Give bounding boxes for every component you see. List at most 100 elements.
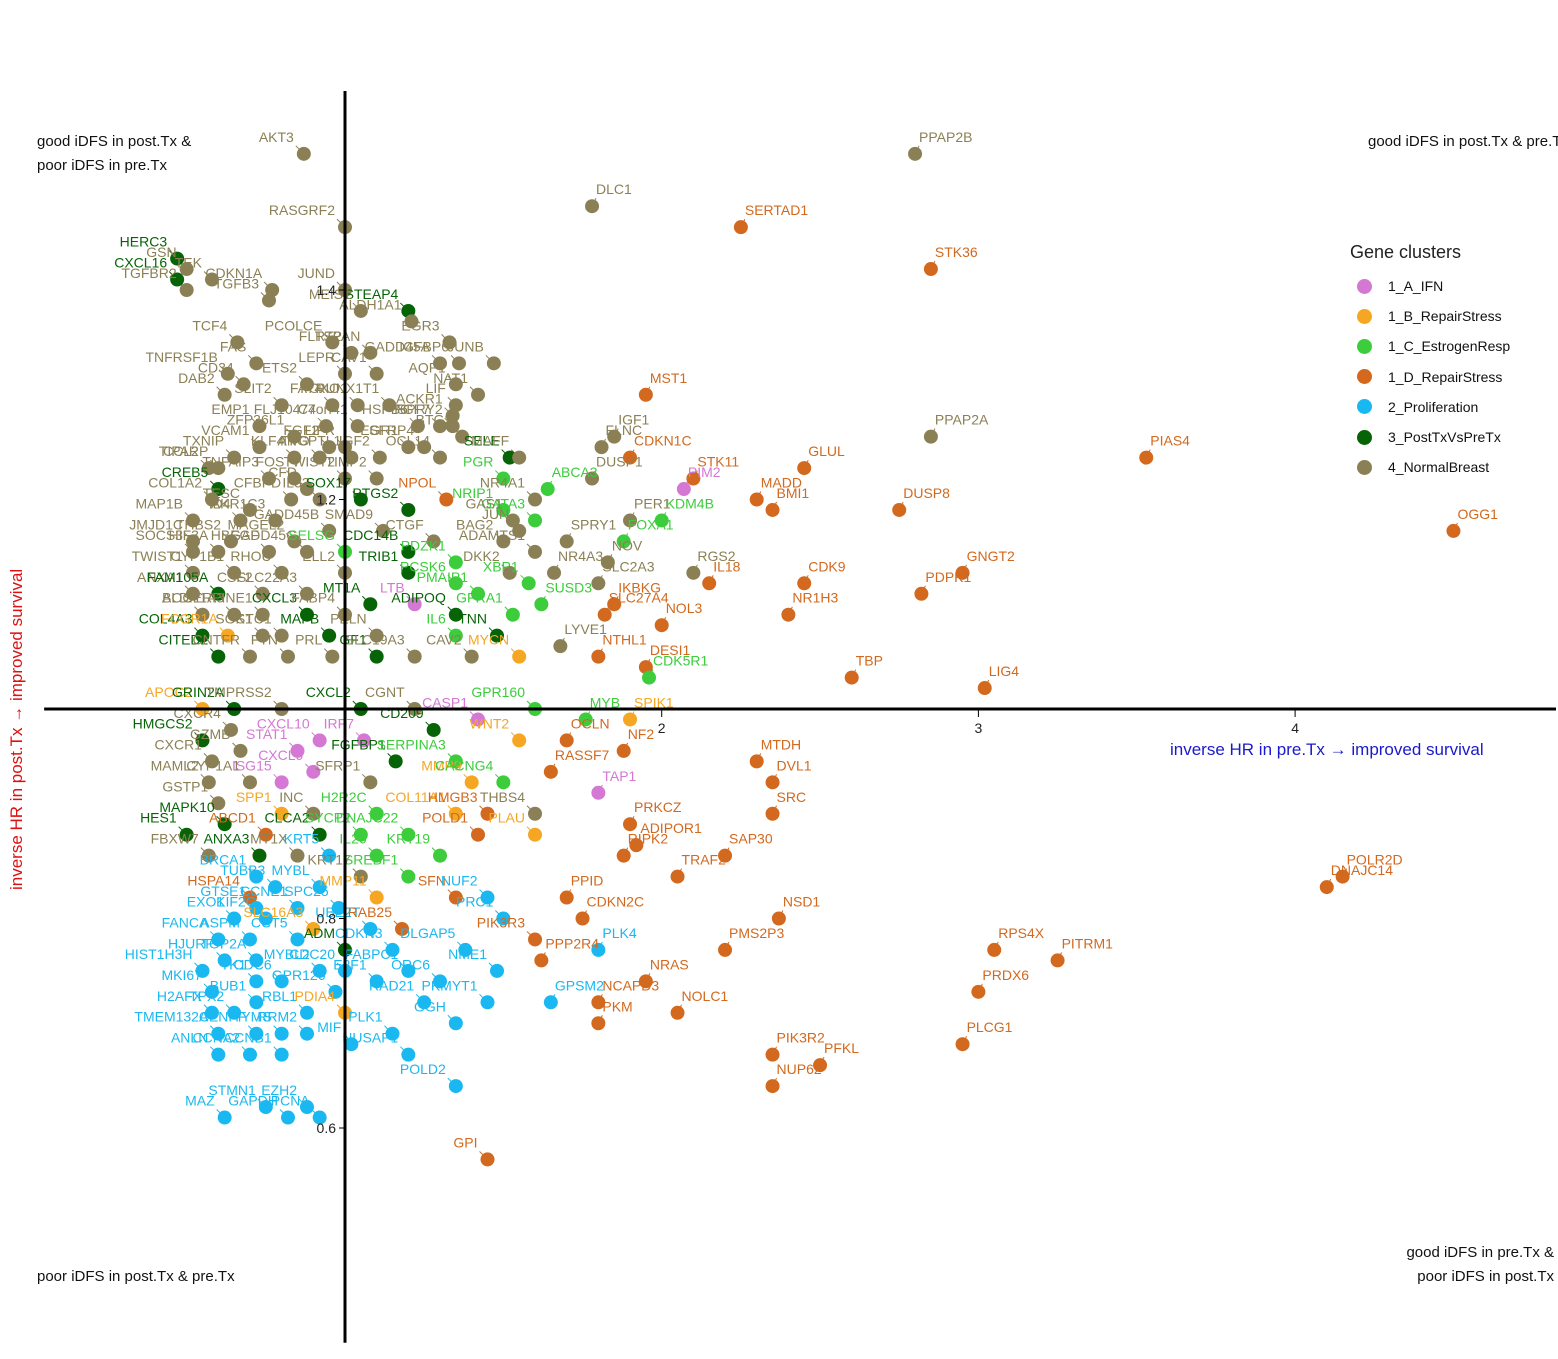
data-point [268, 513, 283, 528]
data-point [490, 963, 505, 978]
data-point [261, 544, 276, 559]
data-point [274, 565, 289, 580]
data-point [442, 335, 457, 350]
data-point [296, 146, 311, 161]
data-point [255, 586, 270, 601]
y-tick-label: 0.8 [317, 911, 337, 927]
data-point [439, 492, 454, 507]
data-label: CENPF [199, 1009, 246, 1025]
data-point [797, 461, 812, 476]
data-label: MMP9 [421, 757, 462, 773]
data-label: ID4 [209, 495, 231, 511]
data-point [299, 377, 314, 392]
data-label: MYCN [468, 632, 509, 648]
data-point [227, 607, 242, 622]
data-label: TK1 [221, 956, 247, 972]
data-label: PCNA [271, 1093, 311, 1109]
data-point [585, 471, 600, 486]
data-point [220, 628, 235, 643]
data-label: H2AFX [157, 988, 203, 1004]
data-label: DUSP8 [903, 485, 950, 501]
data-label: SFRP1 [315, 757, 360, 773]
data-label: CCNB1 [224, 1030, 272, 1046]
data-point [638, 974, 653, 989]
data-point [534, 597, 549, 612]
y-tick-label: 0.6 [317, 1120, 337, 1136]
data-label: PLAU [488, 810, 525, 826]
data-point [201, 848, 216, 863]
data-label: PPAP2A [935, 412, 989, 428]
data-point [179, 262, 194, 277]
data-point [287, 450, 302, 465]
data-label: NOV [612, 537, 643, 553]
quadrant-note-bottom-left: poor iDFS in post.Tx & pre.Tx [37, 1265, 235, 1289]
data-point [204, 984, 219, 999]
data-label: HSPB6 [362, 401, 408, 417]
data-label: MST1 [650, 370, 688, 386]
data-label: BTG2 [416, 412, 453, 428]
data-label: SPC25 [284, 883, 329, 899]
data-point [433, 974, 448, 989]
data-label: CXCR4 [174, 705, 222, 721]
data-point [914, 586, 929, 601]
data-point [445, 408, 460, 423]
data-label: GGH [414, 998, 446, 1014]
data-label: CCL2 [163, 443, 199, 459]
data-label: IKBKG [618, 579, 661, 595]
data-point [344, 345, 359, 360]
data-label: NR1H3 [792, 590, 838, 606]
data-label: FOXO1 [300, 380, 348, 396]
data-point [363, 921, 378, 936]
data-label: ORC6 [391, 956, 430, 972]
data-label: IL18 [713, 558, 740, 574]
data-label: CDK5R1 [653, 653, 708, 669]
data-point [312, 963, 327, 978]
data-point [404, 314, 419, 329]
data-label: FABPC1 [345, 946, 399, 962]
data-point [765, 502, 780, 517]
data-point [312, 880, 327, 895]
data-point [274, 398, 289, 413]
data-point [388, 754, 403, 769]
data-point [217, 953, 232, 968]
data-point [528, 827, 543, 842]
data-label: RAD21 [369, 977, 414, 993]
data-point [369, 890, 384, 905]
data-label: RUNX1T1 [316, 380, 380, 396]
data-point [616, 743, 631, 758]
data-label: XBP1 [483, 558, 519, 574]
data-label: ADM [304, 925, 335, 941]
data-point [543, 995, 558, 1010]
data-label: TAP1 [602, 768, 636, 784]
data-label: EGR1 [360, 422, 398, 438]
data-point [1050, 953, 1065, 968]
data-point [629, 838, 644, 853]
data-point [274, 1026, 289, 1041]
data-point [452, 356, 467, 371]
legend-label: 4_NormalBreast [1388, 459, 1490, 476]
data-point [543, 764, 558, 779]
data-point [496, 502, 511, 517]
data-point [797, 576, 812, 591]
data-point [179, 283, 194, 297]
data-label: INC [279, 789, 303, 805]
data-point [344, 1037, 359, 1052]
data-label: FGF2 [283, 422, 319, 438]
data-point [195, 607, 210, 622]
data-label: KLF4 [251, 433, 285, 449]
data-point [227, 1005, 242, 1020]
data-label: GRIN2A [172, 684, 225, 700]
data-label: BRCA1 [200, 852, 247, 868]
data-label: CD209 [380, 705, 424, 721]
legend-item: 1_D_RepairStress [1350, 362, 1510, 392]
data-label: RIPK2 [628, 831, 669, 847]
data-label: DNAJC22 [336, 810, 398, 826]
legend-title: Gene clusters [1350, 242, 1462, 262]
data-point [496, 534, 511, 549]
data-label: BOC [162, 590, 192, 606]
data-label: NOLC1 [682, 988, 729, 1004]
data-label: PDPK1 [925, 569, 971, 585]
data-label: MAPK10 [159, 799, 214, 815]
data-point [512, 649, 527, 664]
data-label: CXCL3 [252, 590, 297, 606]
